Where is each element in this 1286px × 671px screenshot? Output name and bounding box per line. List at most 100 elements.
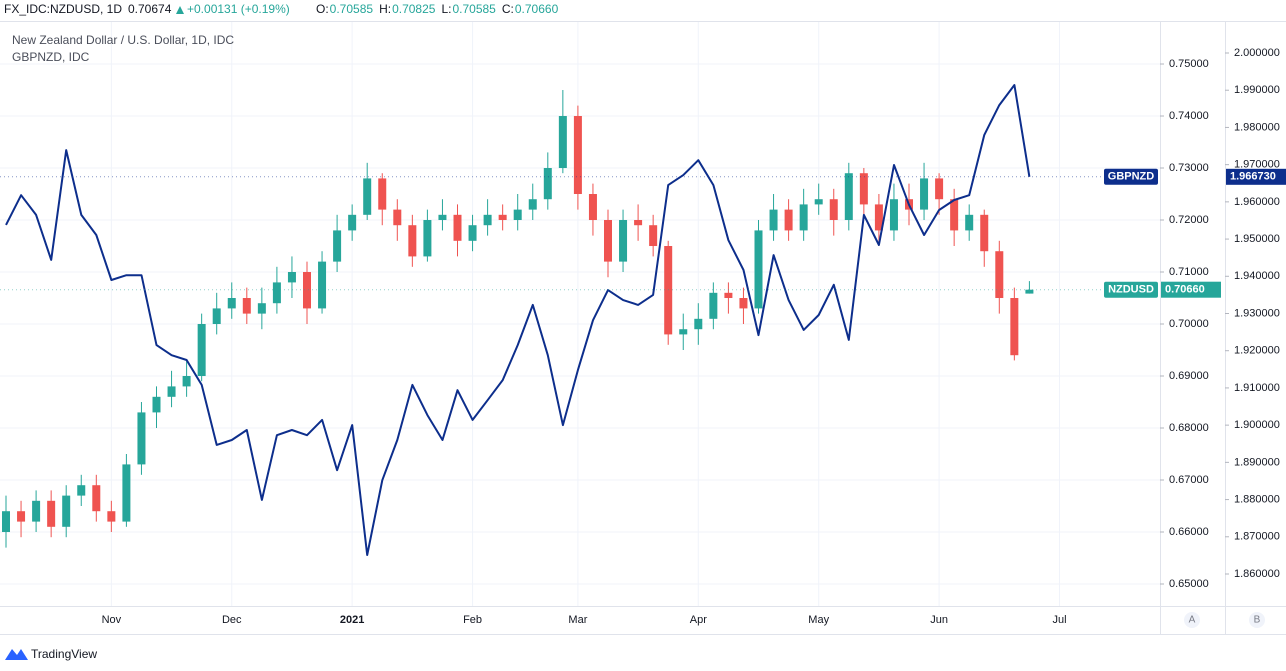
- candle-body: [303, 272, 311, 309]
- candle-body: [272, 282, 281, 304]
- ohlc-value: 0.70585: [330, 2, 374, 16]
- x-tick-label: Jul: [1052, 614, 1066, 626]
- candle-body: [182, 376, 191, 387]
- y2-tick-label: 1.950000: [1234, 233, 1280, 245]
- y-tick-label: 0.67000: [1169, 474, 1209, 486]
- candle-body: [814, 199, 823, 205]
- price-tag-label: 1.966730: [1230, 171, 1276, 183]
- y2-tick-label: 1.980000: [1234, 121, 1280, 133]
- scale-button-label[interactable]: A: [1189, 615, 1196, 626]
- candle-body: [498, 214, 507, 221]
- y-tick-label: 0.66000: [1169, 526, 1209, 538]
- y2-tick-label: 1.890000: [1234, 456, 1280, 468]
- y2-tick-label: 1.900000: [1234, 419, 1280, 431]
- ohlc-value: 0.70585: [452, 2, 496, 16]
- candle-body: [2, 511, 10, 533]
- candle-body: [438, 214, 447, 221]
- candle-body: [1010, 298, 1019, 356]
- y2-tick-label: 1.940000: [1234, 270, 1280, 282]
- candle-body: [167, 386, 176, 397]
- x-tick-label: Dec: [222, 614, 242, 626]
- candle-body: [17, 511, 26, 522]
- change: +0.00131 (+0.19%): [187, 2, 290, 16]
- axes: 0.65000 0.66000 0.67000 0.68000 0.69000 0.700…: [0, 47, 1286, 626]
- candle-body: [980, 214, 989, 252]
- y2-tick-label: 2.000000: [1234, 47, 1280, 59]
- candle-body: [784, 209, 793, 231]
- candle-body: [122, 464, 131, 522]
- candle-body: [573, 116, 582, 195]
- candle-body: [588, 194, 597, 221]
- ohlc-key: L:: [441, 2, 451, 16]
- candle-body: [47, 500, 56, 527]
- candle-body: [333, 230, 342, 262]
- candle-body: [242, 298, 251, 314]
- line: [5, 84, 1031, 556]
- y-tick-label: 0.74000: [1169, 110, 1209, 122]
- candle-body: [679, 329, 688, 335]
- y2-tick-label: 1.960000: [1234, 196, 1280, 208]
- y2-tick-label: 1.930000: [1234, 307, 1280, 319]
- x-tick-label: Mar: [568, 614, 587, 626]
- y-tick-label: 0.68000: [1169, 422, 1209, 434]
- y-tick-label: 0.70000: [1169, 318, 1209, 330]
- x-tick-label: Jun: [930, 614, 948, 626]
- x-tick-label: May: [808, 614, 829, 626]
- candle-body: [649, 225, 658, 247]
- candle-body: [513, 209, 522, 221]
- candle-body: [995, 251, 1004, 299]
- candle-body: [227, 298, 236, 309]
- candle-body: [664, 246, 673, 335]
- name-tag: [1104, 168, 1158, 185]
- candle-body: [920, 178, 929, 210]
- ohlc-key: H:: [379, 2, 391, 16]
- y-tick-label: 0.69000: [1169, 370, 1209, 382]
- candle-body: [889, 199, 898, 231]
- candle-body: [950, 199, 959, 231]
- candle-body: [874, 204, 883, 231]
- x-tick-label: Nov: [102, 614, 122, 626]
- candle-body: [257, 303, 266, 314]
- candle-body: [483, 214, 492, 226]
- candle-body: [754, 230, 763, 309]
- y2-tick-label: 1.860000: [1234, 568, 1280, 580]
- price-tag-bg: [1161, 281, 1221, 298]
- price-tag-bg: [1226, 168, 1286, 185]
- candle-body: [604, 220, 612, 262]
- candle-body: [709, 292, 718, 319]
- ohlc-value: 0.70660: [515, 2, 559, 16]
- candle-body: [32, 500, 41, 522]
- candle-body: [468, 225, 477, 241]
- candle-body: [844, 173, 853, 221]
- y2-tick-label: 1.990000: [1234, 84, 1280, 96]
- candle-body: [558, 116, 567, 169]
- ohlc: O: 0.70585 H: 0.70825 L: 0.70585 C: 0.70660: [316, 2, 559, 16]
- scale-button[interactable]: [1249, 612, 1265, 628]
- legend-subtitle: GBPNZD, IDC: [12, 50, 90, 64]
- name-tag: [1104, 281, 1158, 298]
- scale-button[interactable]: [1184, 612, 1200, 628]
- candle-body: [453, 214, 462, 241]
- candle-body: [318, 261, 327, 309]
- logo: [5, 649, 28, 660]
- candle-body: [152, 396, 161, 413]
- ohlc-key: O:: [316, 2, 329, 16]
- price-tag-label: 0.70660: [1165, 284, 1205, 296]
- y-tick-label: 0.73000: [1169, 162, 1209, 174]
- candle-body: [528, 199, 537, 210]
- candle-body: [212, 308, 221, 325]
- candle-body: [287, 272, 296, 283]
- x-tick-label: Feb: [463, 614, 482, 626]
- candle-body: [107, 511, 116, 522]
- plot: [2, 84, 1034, 556]
- up-arrow: [176, 6, 184, 14]
- candle-body: [634, 220, 643, 226]
- x-tick-label: 2021: [340, 614, 364, 626]
- scale-button-label[interactable]: B: [1254, 615, 1261, 626]
- last-price: 0.70674: [128, 2, 172, 16]
- candle-body: [378, 178, 387, 210]
- y-tick-label: 0.71000: [1169, 266, 1209, 278]
